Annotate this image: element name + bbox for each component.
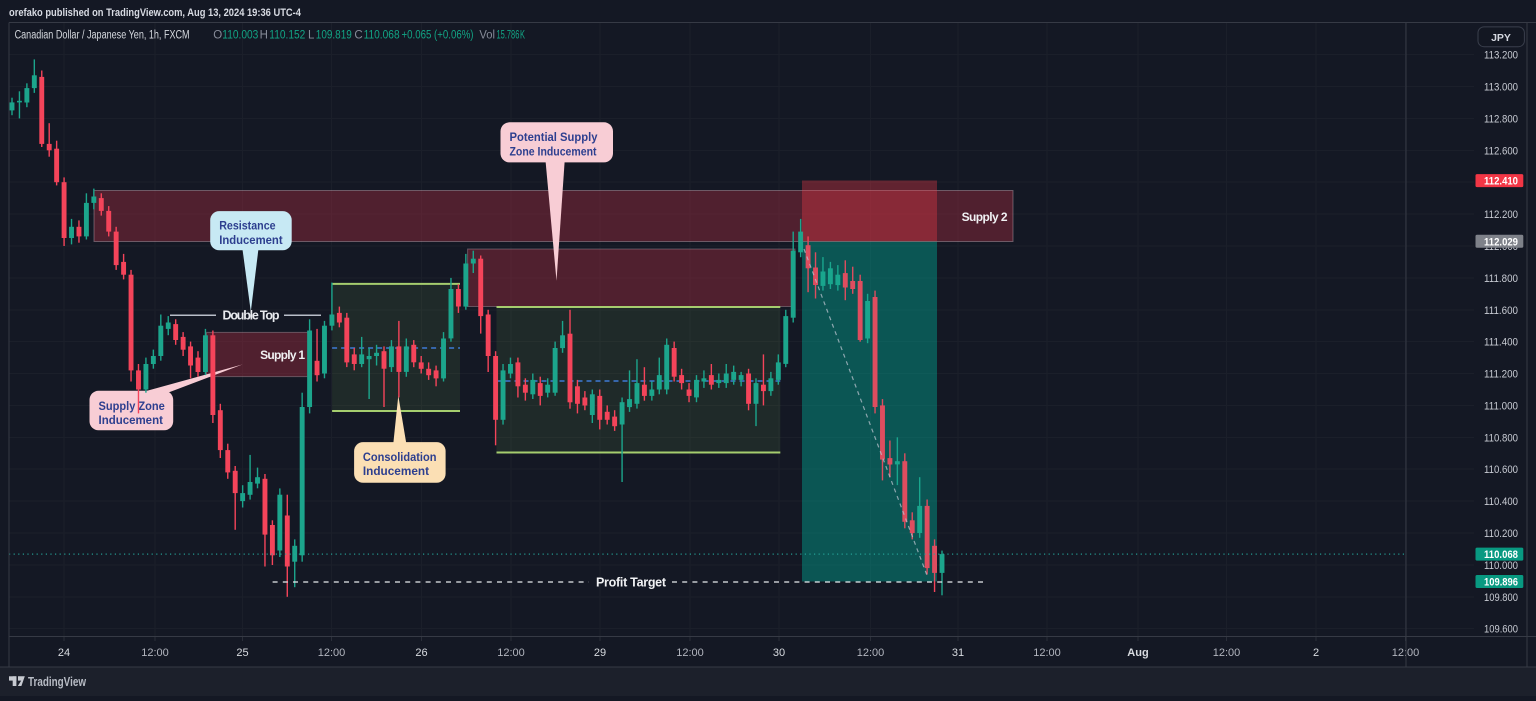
svg-text:+0.065 (+0.06%): +0.065 (+0.06%)	[402, 30, 474, 42]
svg-text:109.819: 109.819	[316, 30, 352, 42]
svg-text:24: 24	[58, 647, 70, 659]
svg-text:Potential Supply: Potential Supply	[510, 130, 598, 144]
svg-text:112.029: 112.029	[1484, 236, 1518, 248]
svg-text:113.000: 113.000	[1484, 82, 1518, 94]
svg-text:Supply 1: Supply 1	[260, 348, 305, 362]
svg-text:110.600: 110.600	[1484, 464, 1518, 476]
svg-text:111.200: 111.200	[1484, 369, 1518, 381]
svg-text:110.068: 110.068	[1484, 549, 1518, 561]
svg-text:29: 29	[594, 647, 606, 659]
svg-text:109.800: 109.800	[1484, 592, 1518, 604]
svg-text:Supply 2: Supply 2	[962, 210, 1008, 224]
svg-text:30: 30	[773, 647, 785, 659]
svg-text:JPY: JPY	[1491, 32, 1511, 44]
svg-text:111.000: 111.000	[1484, 400, 1518, 412]
svg-text:O: O	[213, 30, 222, 42]
svg-text:Aug: Aug	[1127, 647, 1148, 659]
svg-text:109.600: 109.600	[1484, 624, 1518, 636]
svg-text:Inducement: Inducement	[363, 464, 429, 478]
svg-text:110.800: 110.800	[1484, 432, 1518, 444]
svg-text:L: L	[308, 30, 315, 42]
svg-text:12:00: 12:00	[497, 647, 525, 659]
svg-text:112.200: 112.200	[1484, 209, 1518, 221]
svg-text:Zone Inducement: Zone Inducement	[510, 145, 597, 159]
svg-text:112.410: 112.410	[1484, 176, 1518, 188]
svg-text:Inducement: Inducement	[99, 413, 163, 427]
svg-text:15.786 K: 15.786 K	[497, 30, 526, 42]
svg-text:12:00: 12:00	[141, 647, 169, 659]
svg-text:Vol: Vol	[479, 30, 495, 42]
svg-text:112.600: 112.600	[1484, 145, 1518, 157]
svg-text:Supply Zone: Supply Zone	[99, 399, 166, 413]
svg-text:Double Top: Double Top	[223, 309, 280, 323]
svg-text:31: 31	[952, 647, 964, 659]
svg-text:113.200: 113.200	[1484, 50, 1518, 62]
svg-text:Consolidation: Consolidation	[363, 450, 437, 464]
svg-text:25: 25	[236, 647, 248, 659]
svg-text:orefako published on TradingVi: orefako published on TradingView.com, Au…	[9, 7, 302, 19]
svg-text:Resistance: Resistance	[219, 219, 276, 233]
svg-text:109.896: 109.896	[1484, 577, 1518, 589]
svg-text:110.068: 110.068	[364, 30, 400, 42]
svg-text:H: H	[260, 30, 268, 42]
svg-text:110.152: 110.152	[269, 30, 305, 42]
svg-text:TradingView: TradingView	[28, 675, 86, 689]
svg-text:2: 2	[1313, 647, 1319, 659]
svg-text:111.800: 111.800	[1484, 273, 1518, 285]
svg-text:112.800: 112.800	[1484, 113, 1518, 125]
svg-text:111.600: 111.600	[1484, 305, 1518, 317]
svg-text:Inducement: Inducement	[219, 233, 282, 247]
svg-text:110.003: 110.003	[222, 30, 258, 42]
svg-text:110.000: 110.000	[1484, 560, 1518, 572]
svg-text:111.400: 111.400	[1484, 337, 1518, 349]
svg-text:26: 26	[415, 647, 427, 659]
svg-text:Canadian Dollar / Japanese Yen: Canadian Dollar / Japanese Yen, 1h, FXCM	[15, 30, 190, 42]
svg-text:110.400: 110.400	[1484, 496, 1518, 508]
svg-text:12:00: 12:00	[318, 647, 346, 659]
svg-text:12:00: 12:00	[857, 647, 885, 659]
svg-text:12:00: 12:00	[1213, 647, 1241, 659]
svg-text:110.200: 110.200	[1484, 528, 1518, 540]
svg-text:C: C	[354, 30, 362, 42]
svg-text:Profit Target: Profit Target	[596, 576, 667, 590]
svg-text:12:00: 12:00	[1033, 647, 1061, 659]
svg-text:12:00: 12:00	[676, 647, 704, 659]
